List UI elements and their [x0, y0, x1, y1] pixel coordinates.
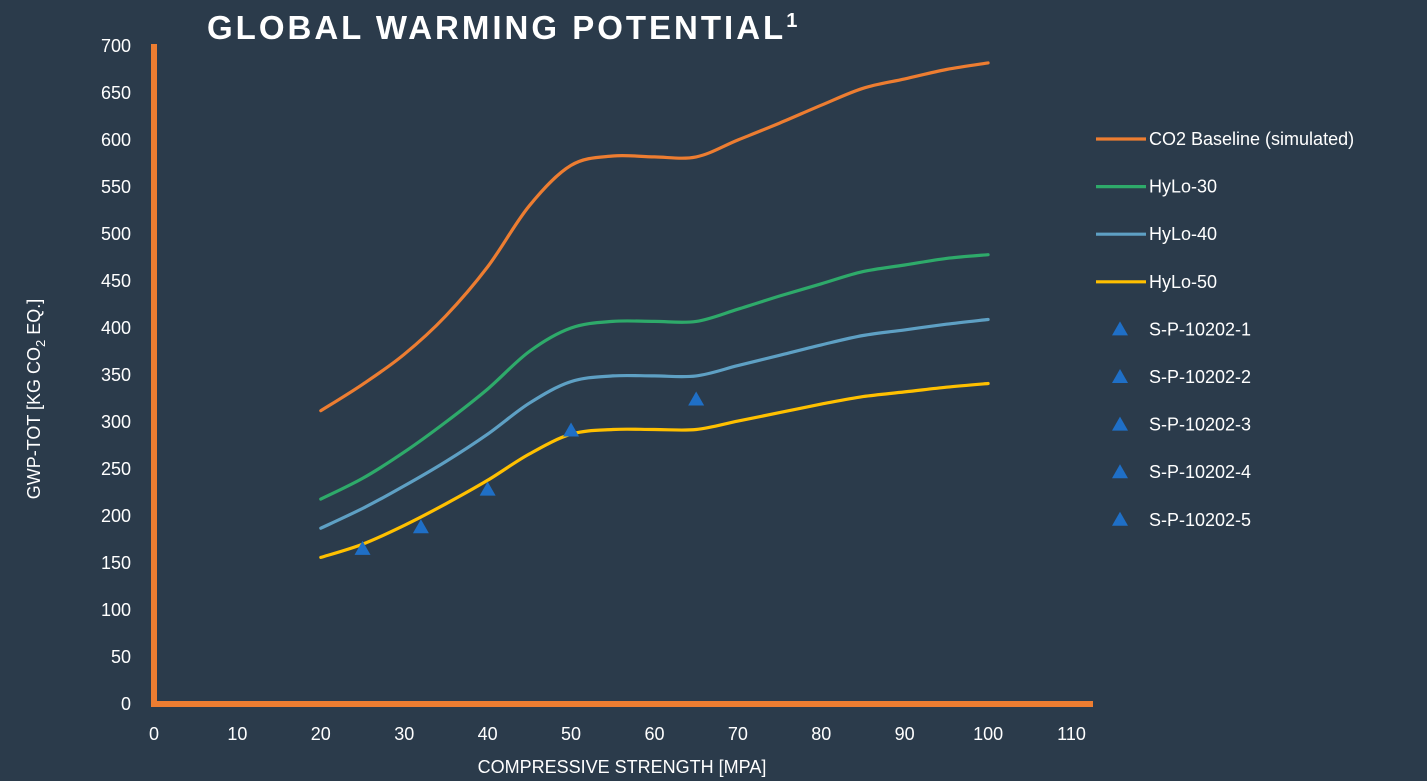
y-tick-label: 400 [101, 318, 131, 338]
series-line-4 [319, 381, 990, 559]
legend-marker-swatch [1112, 321, 1128, 336]
y-tick-label: 650 [101, 83, 131, 103]
y-tick-label: 550 [101, 177, 131, 197]
y-axis-title-group: GWP-TOT [KG CO2 EQ.] [24, 299, 48, 500]
x-tick-label: 0 [149, 724, 159, 744]
legend-label: HyLo-40 [1149, 224, 1217, 244]
x-tick-label: 30 [394, 724, 414, 744]
legend-label: S-P-10202-4 [1149, 462, 1251, 482]
y-tick-label: 100 [101, 600, 131, 620]
y-tick-label: 700 [101, 36, 131, 56]
data-point-4 [563, 422, 580, 437]
x-axis-title: COMPRESSIVE STRENGTH [MPA] [478, 757, 767, 777]
x-tick-label: 10 [227, 724, 247, 744]
y-tick-label: 600 [101, 130, 131, 150]
legend-marker-swatch [1112, 464, 1128, 479]
y-tick-label: 500 [101, 224, 131, 244]
axes [151, 44, 1093, 707]
x-tick-label: 100 [973, 724, 1003, 744]
x-tick-label: 40 [478, 724, 498, 744]
y-tick-label: 150 [101, 553, 131, 573]
data-point-1 [354, 540, 371, 555]
legend-marker-swatch [1112, 511, 1128, 526]
legend-label: S-P-10202-2 [1149, 367, 1251, 387]
x-tick-labels: 0 10 20 30 40 50 60 70 80 90 100 110 [149, 724, 1086, 744]
legend-label: HyLo-30 [1149, 177, 1217, 197]
series-lines [319, 61, 990, 559]
x-tick-label: 20 [311, 724, 331, 744]
y-tick-label: 250 [101, 459, 131, 479]
y-tick-label: 200 [101, 506, 131, 526]
legend-label: S-P-10202-3 [1149, 415, 1251, 435]
legend: CO2 Baseline (simulated) HyLo-30 HyLo-40 Hy… [1096, 129, 1354, 530]
legend-label: CO2 Baseline (simulated) [1149, 129, 1354, 149]
x-tick-label: 60 [644, 724, 664, 744]
y-tick-label: 450 [101, 271, 131, 291]
data-points [354, 391, 705, 555]
x-tick-label: 90 [895, 724, 915, 744]
series-line-1 [319, 61, 990, 413]
data-point-2 [412, 519, 429, 534]
y-tick-label: 300 [101, 412, 131, 432]
x-tick-label: 80 [811, 724, 831, 744]
y-tick-label: 0 [121, 694, 131, 714]
data-point-5 [688, 391, 705, 406]
x-tick-label: 110 [1057, 724, 1086, 744]
y-tick-label: 50 [111, 647, 131, 667]
chart-title: GLOBAL WARMING POTENTIAL1 [207, 9, 800, 46]
series-line-2 [319, 253, 990, 501]
legend-label: S-P-10202-5 [1149, 510, 1251, 530]
legend-label: HyLo-50 [1149, 272, 1217, 292]
y-tick-label: 350 [101, 365, 131, 385]
legend-label: S-P-10202-1 [1149, 319, 1251, 339]
legend-marker-swatch [1112, 416, 1128, 431]
x-tick-label: 70 [728, 724, 748, 744]
x-tick-label: 50 [561, 724, 581, 744]
series-line-3 [319, 317, 990, 530]
y-tick-labels: 0 50 100 150 200 250 300 350 400 450 500 550 600 650 7… [101, 36, 131, 714]
y-axis-title: GWP-TOT [KG CO2 EQ.] [24, 299, 48, 500]
data-point-3 [479, 481, 496, 496]
legend-marker-swatch [1112, 369, 1128, 383]
